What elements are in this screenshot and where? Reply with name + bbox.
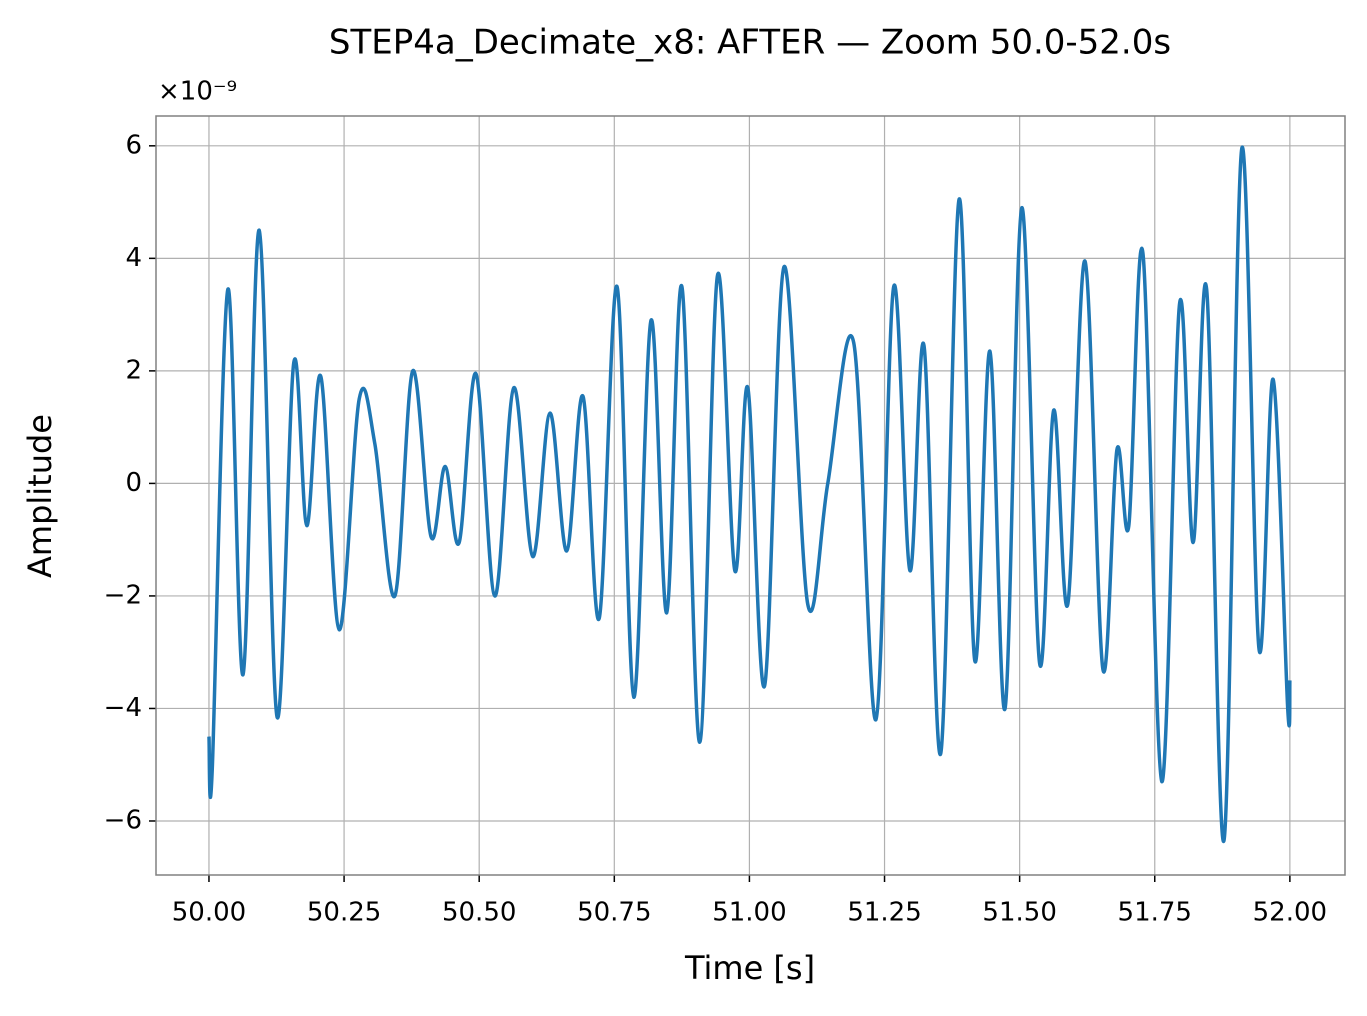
chart-title: STEP4a_Decimate_x8: AFTER — Zoom 50.0-52… [329,23,1171,63]
x-tick-label: 50.75 [577,898,651,928]
y-tick-label: −4 [104,693,142,723]
x-tick-label: 51.00 [712,898,786,928]
x-tick-label: 50.50 [442,898,516,928]
x-tick-label: 50.00 [172,898,246,928]
y-tick-label: 4 [125,243,142,273]
y-tick-label: 6 [125,130,142,160]
x-tick-label: 52.00 [1253,898,1327,928]
y-tick-label: −6 [104,805,142,835]
offset-text: ×10⁻⁹ [158,77,237,107]
plot-frame [155,115,1346,876]
x-tick-label: 51.75 [1118,898,1192,928]
y-tick-label: 2 [125,355,142,385]
x-tick-label: 51.50 [982,898,1056,928]
y-tick-label: −2 [104,580,142,610]
line-series [207,145,1292,843]
x-tick-label: 51.25 [847,898,921,928]
x-axis-label: Time [s] [684,949,815,987]
y-axis-label: Amplitude [21,414,59,578]
y-tick-label: 0 [125,468,142,498]
x-tick-label: 50.25 [307,898,381,928]
